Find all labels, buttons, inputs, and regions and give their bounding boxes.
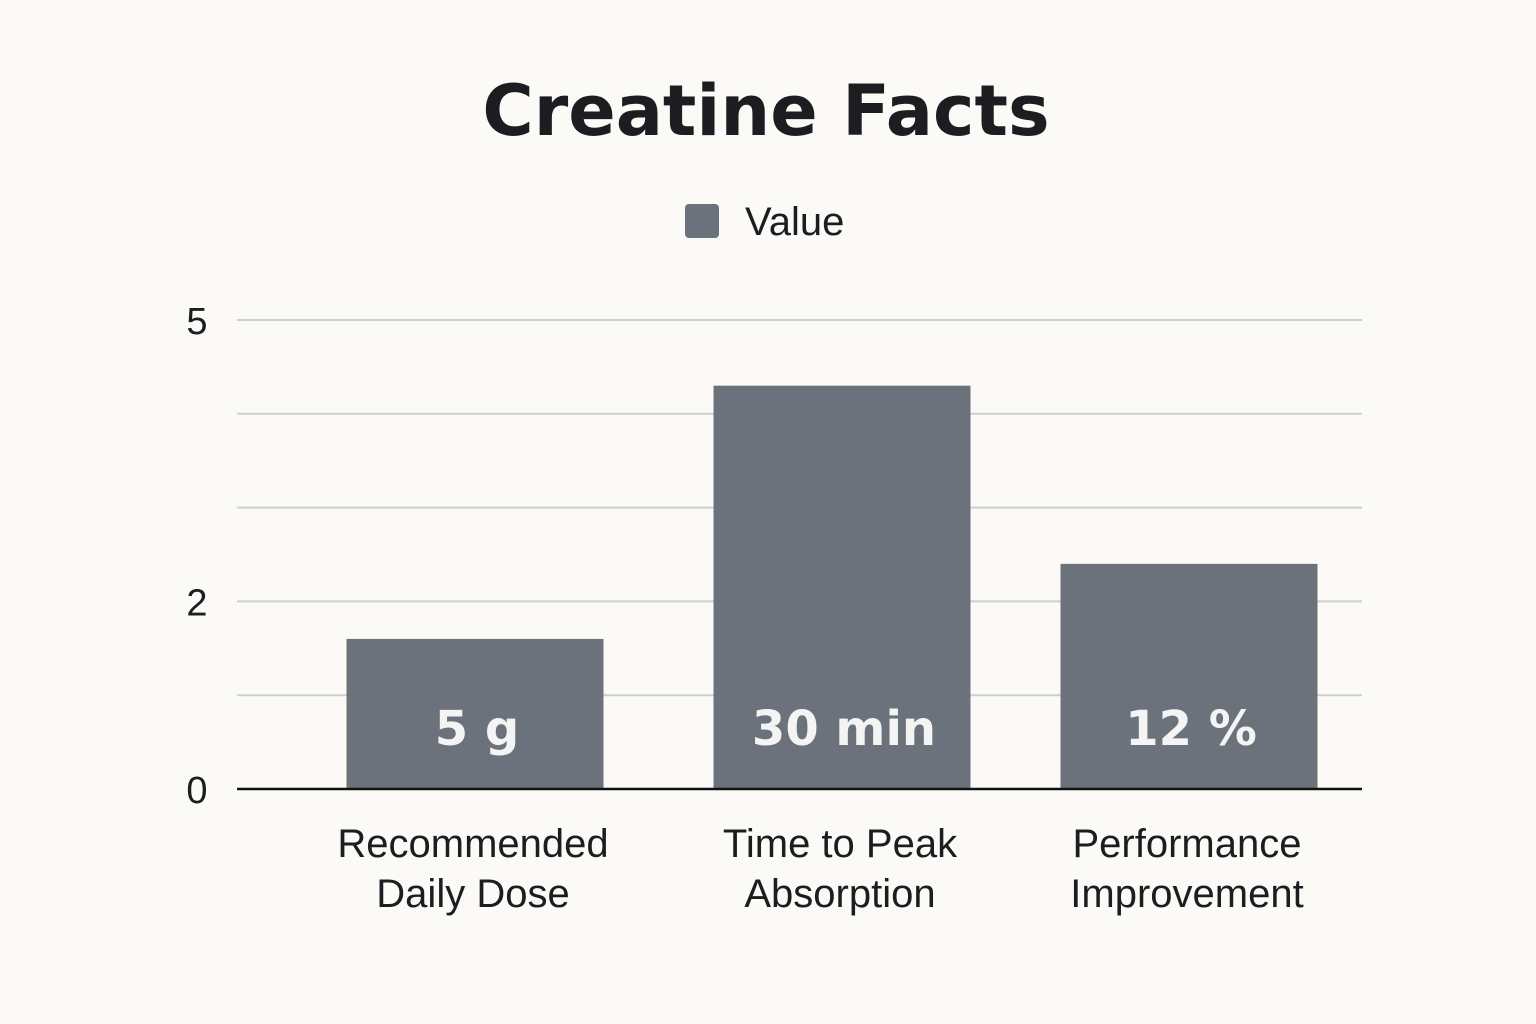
bar-data-label: 5 g <box>435 701 519 757</box>
x-category-label: Daily Dose <box>376 872 569 916</box>
x-axis-categories: Recommended Daily Dose Time to Peak Absorpt… <box>337 822 1303 916</box>
x-category-label: Improvement <box>1070 872 1303 916</box>
bar-data-label: 30 min <box>752 701 936 757</box>
chart-title: Creatine Facts <box>482 70 1049 152</box>
bars: 5 g 30 min 12 % <box>346 385 1318 789</box>
legend: Value <box>685 200 844 244</box>
x-category-label: Time to Peak <box>723 822 958 866</box>
legend-swatch <box>685 204 719 238</box>
bar <box>1060 563 1318 789</box>
bar <box>713 385 971 789</box>
x-category-label: Recommended <box>337 822 608 866</box>
legend-label: Value <box>745 200 844 244</box>
y-tick-label: 5 <box>186 301 207 343</box>
y-tick-label: 2 <box>186 582 207 624</box>
y-tick-label: 0 <box>186 770 207 812</box>
x-category-label: Absorption <box>744 872 935 916</box>
bar-data-label: 12 % <box>1125 701 1257 757</box>
x-category-label: Performance <box>1073 822 1302 866</box>
y-axis-ticks: 0 2 5 <box>186 301 207 812</box>
bar <box>346 638 604 789</box>
